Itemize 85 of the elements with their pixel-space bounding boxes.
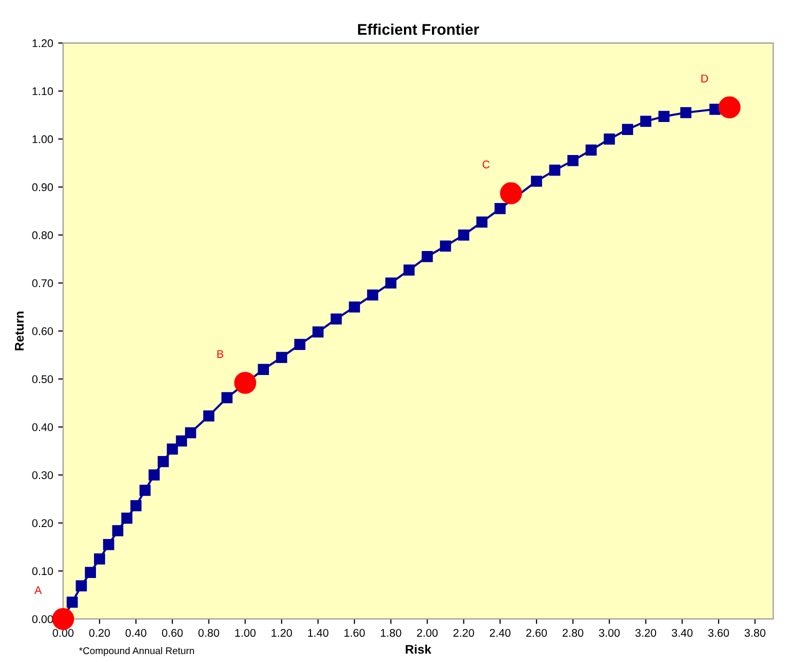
point <box>276 352 288 363</box>
point <box>130 500 142 512</box>
point <box>404 264 415 276</box>
point <box>166 444 178 455</box>
chart-title: Efficient Frontier <box>358 24 480 35</box>
point <box>312 326 324 338</box>
point <box>549 164 560 176</box>
annotation: C <box>482 160 490 168</box>
x-tick-label: 0.40 <box>126 628 146 637</box>
point <box>422 251 433 262</box>
point <box>140 484 151 496</box>
point <box>680 107 692 118</box>
x-tick-label: 1.40 <box>308 628 328 637</box>
y-tick-label: 1.10 <box>32 87 53 96</box>
point <box>718 96 741 118</box>
point <box>458 229 470 241</box>
x-tick-label: 2.00 <box>417 628 438 637</box>
point <box>622 124 634 135</box>
x-tick-label: 1.60 <box>344 628 365 637</box>
point <box>500 182 522 204</box>
y-axis-title: Return <box>15 312 24 350</box>
y-tick-label: 0.30 <box>32 471 53 480</box>
x-tick-label: 2.40 <box>490 628 510 637</box>
x-tick-label: 0.80 <box>198 628 220 637</box>
point <box>640 116 652 127</box>
point <box>185 427 196 438</box>
point <box>158 456 169 468</box>
x-tick-label: 3.80 <box>744 628 766 637</box>
x-tick-label: 3.20 <box>635 628 656 637</box>
point <box>76 580 87 592</box>
point <box>121 512 132 524</box>
point <box>530 176 542 187</box>
x-tick-label: 2.80 <box>562 628 584 637</box>
point <box>348 301 360 313</box>
y-tick-label: 1.00 <box>32 135 53 144</box>
y-tick-label: 0.70 <box>32 279 53 288</box>
point <box>294 338 306 350</box>
text: *Compound Annual Return <box>79 647 194 656</box>
point <box>66 596 78 608</box>
x-tick-label: 3.60 <box>708 628 729 637</box>
point <box>330 313 342 325</box>
point <box>658 110 670 122</box>
point <box>203 410 214 422</box>
y-tick-label: 0.60 <box>32 327 53 336</box>
annotation: A <box>34 586 42 594</box>
x-tick-label: 1.00 <box>235 628 256 637</box>
x-tick-label: 0.20 <box>89 628 110 637</box>
y-tick-label: 1.20 <box>32 39 53 48</box>
annotation: B <box>217 350 224 358</box>
x-tick-label: 3.40 <box>672 628 693 637</box>
point <box>440 240 452 252</box>
x-tick-label: 1.80 <box>380 628 402 637</box>
point <box>567 155 578 166</box>
x-tick-label: 1.20 <box>272 628 292 637</box>
annotation: D <box>701 74 708 82</box>
y-tick-label: 0.90 <box>32 183 53 192</box>
x-tick-label: 0.00 <box>52 628 74 637</box>
point <box>709 104 721 115</box>
point <box>586 144 597 156</box>
y-tick-label: 0.80 <box>32 231 53 240</box>
point <box>385 277 396 289</box>
point <box>94 553 106 565</box>
point <box>367 289 378 301</box>
x-tick-label: 3.00 <box>598 628 620 637</box>
x-tick-label: 0.60 <box>162 628 183 637</box>
y-tick-label: 0.00 <box>32 615 53 624</box>
point <box>476 216 488 228</box>
x-tick-label: 2.60 <box>526 628 547 637</box>
y-tick-label: 0.40 <box>32 423 53 432</box>
point <box>103 539 114 550</box>
point <box>221 392 233 404</box>
point <box>234 372 256 394</box>
point <box>112 525 124 536</box>
point <box>494 203 506 214</box>
x-axis-title: Risk <box>406 644 432 654</box>
point <box>176 435 188 446</box>
point <box>604 133 615 145</box>
point <box>258 364 269 375</box>
y-tick-label: 0.20 <box>32 519 53 528</box>
point <box>148 469 160 481</box>
point <box>84 566 96 578</box>
x-tick-label: 2.20 <box>453 628 474 637</box>
y-tick-label: 0.10 <box>32 567 53 576</box>
y-tick-label: 0.50 <box>32 375 53 384</box>
point <box>52 608 74 630</box>
